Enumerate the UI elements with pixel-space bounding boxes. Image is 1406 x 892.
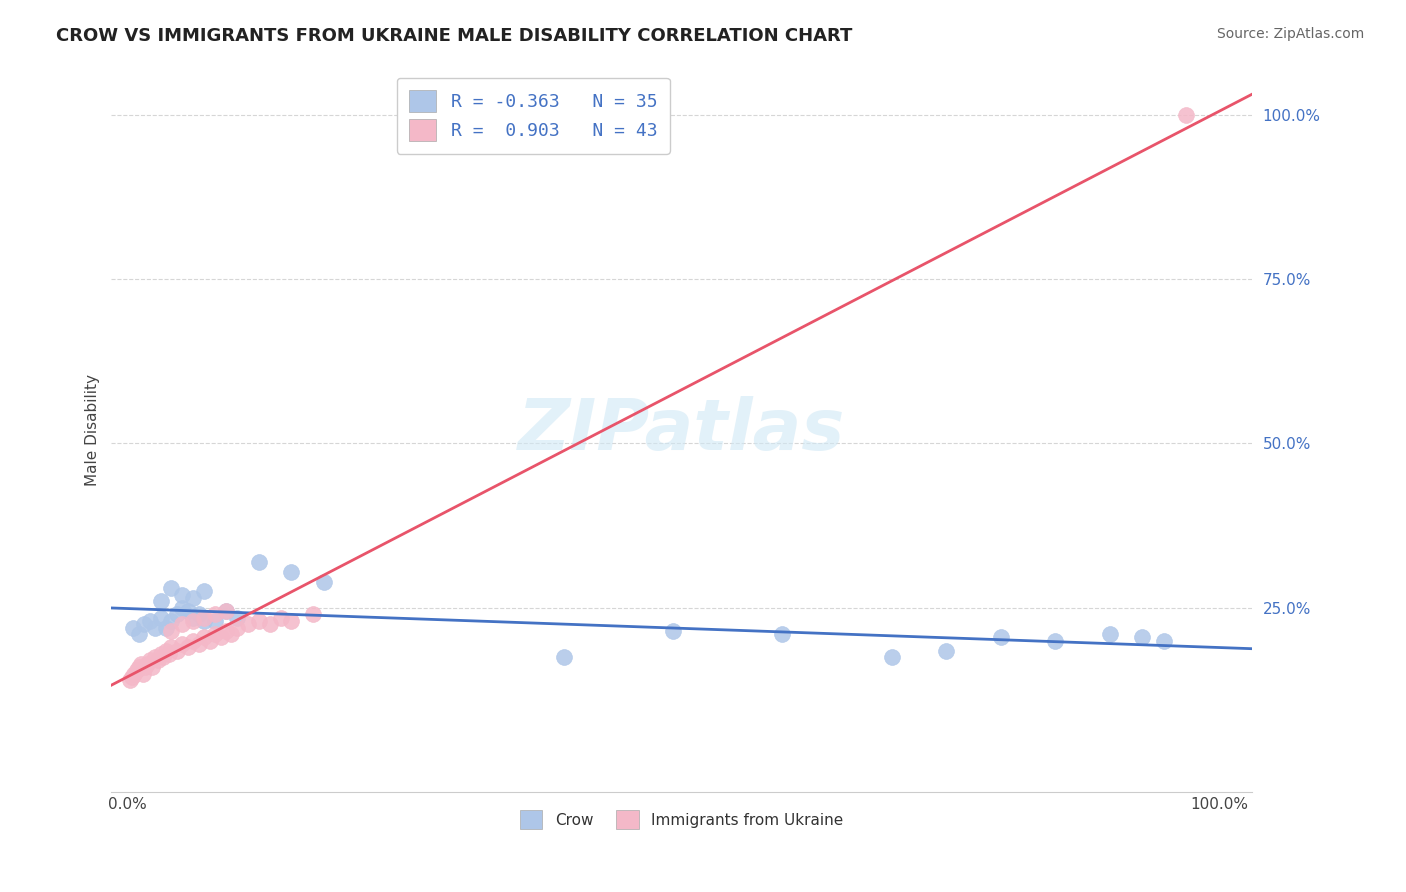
Point: [215, 604, 238, 618]
Text: CROW VS IMMIGRANTS FROM UKRAINE MALE DISABILITY CORRELATION CHART: CROW VS IMMIGRANTS FROM UKRAINE MALE DIS…: [56, 27, 852, 45]
Point: [225, 621, 247, 635]
Point: [247, 614, 270, 628]
Point: [157, 647, 180, 661]
Point: [136, 657, 159, 671]
Point: [128, 660, 150, 674]
Point: [166, 643, 188, 657]
Point: [122, 621, 145, 635]
Point: [152, 650, 174, 665]
Point: [128, 627, 150, 641]
Point: [302, 607, 325, 622]
Point: [160, 640, 183, 655]
Point: [215, 624, 238, 638]
Point: [172, 617, 194, 632]
Point: [134, 617, 156, 632]
Point: [187, 637, 209, 651]
Point: [181, 610, 204, 624]
Point: [225, 610, 247, 624]
Point: [172, 600, 194, 615]
Point: [247, 555, 270, 569]
Point: [160, 581, 183, 595]
Point: [148, 653, 170, 667]
Point: [204, 614, 226, 628]
Point: [770, 627, 793, 641]
Point: [662, 624, 685, 638]
Point: [141, 660, 163, 674]
Legend: Crow, Immigrants from Ukraine: Crow, Immigrants from Ukraine: [513, 804, 849, 835]
Point: [181, 633, 204, 648]
Point: [880, 650, 903, 665]
Point: [209, 631, 232, 645]
Point: [155, 621, 177, 635]
Point: [193, 610, 215, 624]
Point: [193, 584, 215, 599]
Point: [1043, 633, 1066, 648]
Point: [132, 666, 155, 681]
Point: [270, 610, 292, 624]
Point: [149, 594, 172, 608]
Point: [193, 614, 215, 628]
Point: [236, 617, 259, 632]
Point: [166, 607, 188, 622]
Point: [314, 574, 336, 589]
Point: [143, 650, 166, 665]
Text: ZIPatlas: ZIPatlas: [517, 396, 845, 465]
Point: [121, 670, 143, 684]
Point: [1175, 107, 1198, 121]
Point: [138, 653, 160, 667]
Point: [215, 604, 238, 618]
Point: [1098, 627, 1121, 641]
Point: [172, 588, 194, 602]
Text: Source: ZipAtlas.com: Source: ZipAtlas.com: [1216, 27, 1364, 41]
Point: [149, 647, 172, 661]
Point: [177, 604, 200, 618]
Point: [160, 614, 183, 628]
Point: [177, 640, 200, 655]
Point: [204, 627, 226, 641]
Point: [138, 614, 160, 628]
Point: [990, 631, 1012, 645]
Point: [280, 565, 302, 579]
Point: [125, 663, 148, 677]
Point: [553, 650, 575, 665]
Point: [143, 621, 166, 635]
Point: [155, 643, 177, 657]
Point: [935, 643, 957, 657]
Point: [259, 617, 281, 632]
Point: [193, 631, 215, 645]
Point: [280, 614, 302, 628]
Point: [129, 657, 152, 671]
Point: [134, 660, 156, 674]
Point: [160, 624, 183, 638]
Point: [187, 607, 209, 622]
Point: [1153, 633, 1175, 648]
Point: [198, 633, 221, 648]
Point: [172, 637, 194, 651]
Point: [181, 614, 204, 628]
Y-axis label: Male Disability: Male Disability: [86, 375, 100, 486]
Point: [149, 610, 172, 624]
Point: [221, 627, 243, 641]
Point: [181, 591, 204, 605]
Point: [124, 666, 146, 681]
Point: [1132, 631, 1154, 645]
Point: [204, 607, 226, 622]
Point: [118, 673, 141, 688]
